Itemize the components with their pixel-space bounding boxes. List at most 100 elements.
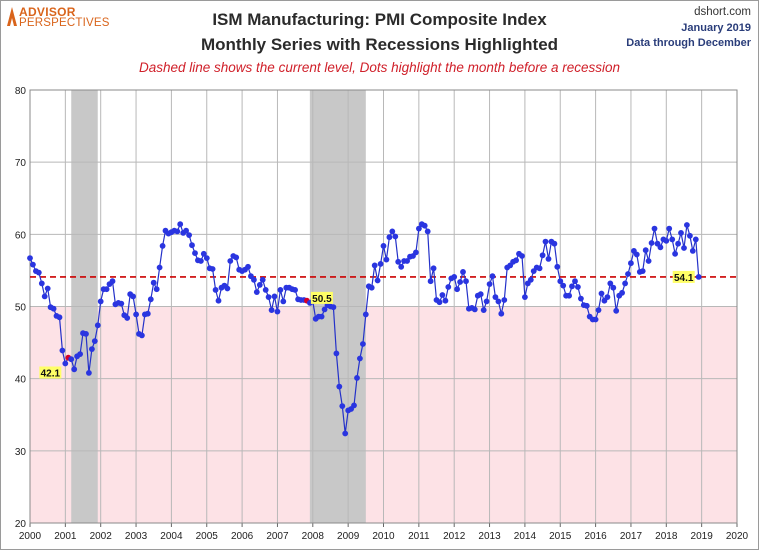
y-tick-label-40: 40 [15,375,27,386]
data-point [224,285,231,292]
data-point [645,258,652,264]
data-point [130,293,137,300]
data-point [177,221,184,228]
data-point [477,291,484,298]
x-tick-label-2002: 2002 [90,531,113,542]
x-tick-label-2019: 2019 [691,531,714,542]
x-tick-label-2008: 2008 [302,531,325,542]
x-tick-label-2004: 2004 [160,531,183,542]
annotation-label-2: 50.5 [312,294,332,305]
data-point [354,375,360,381]
data-point [91,338,98,344]
data-point [598,290,605,297]
data-point [395,258,402,265]
data-point [30,261,36,268]
x-tick-label-2016: 2016 [584,531,607,542]
source-note: Data through December [626,37,751,49]
data-point [498,310,505,317]
data-point [607,280,614,287]
data-point [669,236,676,243]
data-point [183,227,190,234]
data-point [203,255,210,261]
plot-area-border [29,89,738,524]
data-point [619,289,625,296]
brand-line-1: ADVISOR [19,5,76,19]
data-point [436,299,443,306]
data-point [35,269,42,276]
data-point [215,297,222,304]
x-tick-label-2018: 2018 [655,531,678,542]
data-point [413,249,419,256]
data-point [371,262,378,269]
data-point [253,289,260,295]
data-point [118,300,125,307]
data-point [357,355,363,362]
annotation-bg-2 [310,291,333,304]
x-tick-label-2013: 2013 [478,531,501,542]
data-point [77,351,83,357]
data-point [557,278,564,285]
y-tick-label-80: 80 [15,86,27,97]
data-point [483,298,490,305]
data-point [613,307,620,314]
data-point [227,258,234,264]
data-point [62,360,69,367]
data-point [675,240,681,247]
x-tick-label-2006: 2006 [231,531,254,542]
source-date: January 2019 [681,22,751,34]
y-tick-label-60: 60 [15,230,27,241]
x-tick-label-2000: 2000 [19,531,42,542]
data-point [501,297,508,303]
data-point [186,232,193,239]
x-tick-label-2007: 2007 [266,531,289,542]
data-point [94,322,101,329]
data-point [50,305,57,312]
data-point [333,350,340,357]
data-point [442,297,449,304]
data-point [362,311,369,318]
data-point [471,306,478,313]
data-point [575,284,581,290]
data-point [622,280,628,287]
data-point [89,346,95,352]
data-point [672,250,678,257]
data-point [439,292,446,298]
data-point [274,308,281,315]
data-point [360,341,366,347]
data-point [377,261,384,267]
data-point [539,252,546,259]
data-point [198,258,204,264]
data-point [457,279,463,285]
data-point [192,250,198,256]
x-tick-label-2001: 2001 [54,531,77,542]
data-point [139,332,145,339]
data-point [527,276,534,283]
data-point [648,240,655,246]
data-point [245,263,251,270]
data-point [463,278,469,285]
data-point [41,293,48,300]
data-point [424,228,431,235]
data-point [27,255,33,261]
data-point [389,228,396,235]
data-point [592,316,599,323]
data-point [44,285,51,292]
data-point [628,260,634,267]
data-point [97,298,104,305]
data-point [489,273,496,280]
data-point [392,233,399,240]
data-point [545,256,552,262]
data-point [430,265,437,272]
data-point [330,304,337,311]
data-point [209,266,216,272]
data-point [569,283,575,290]
y-tick-label-20: 20 [15,519,27,530]
annotation-bg-1 [39,366,62,379]
data-point [342,430,349,437]
data-point [383,256,390,263]
annotation-label-3: 54.1 [674,273,694,284]
data-point [259,276,266,283]
data-point [695,274,702,280]
data-point [460,269,466,275]
